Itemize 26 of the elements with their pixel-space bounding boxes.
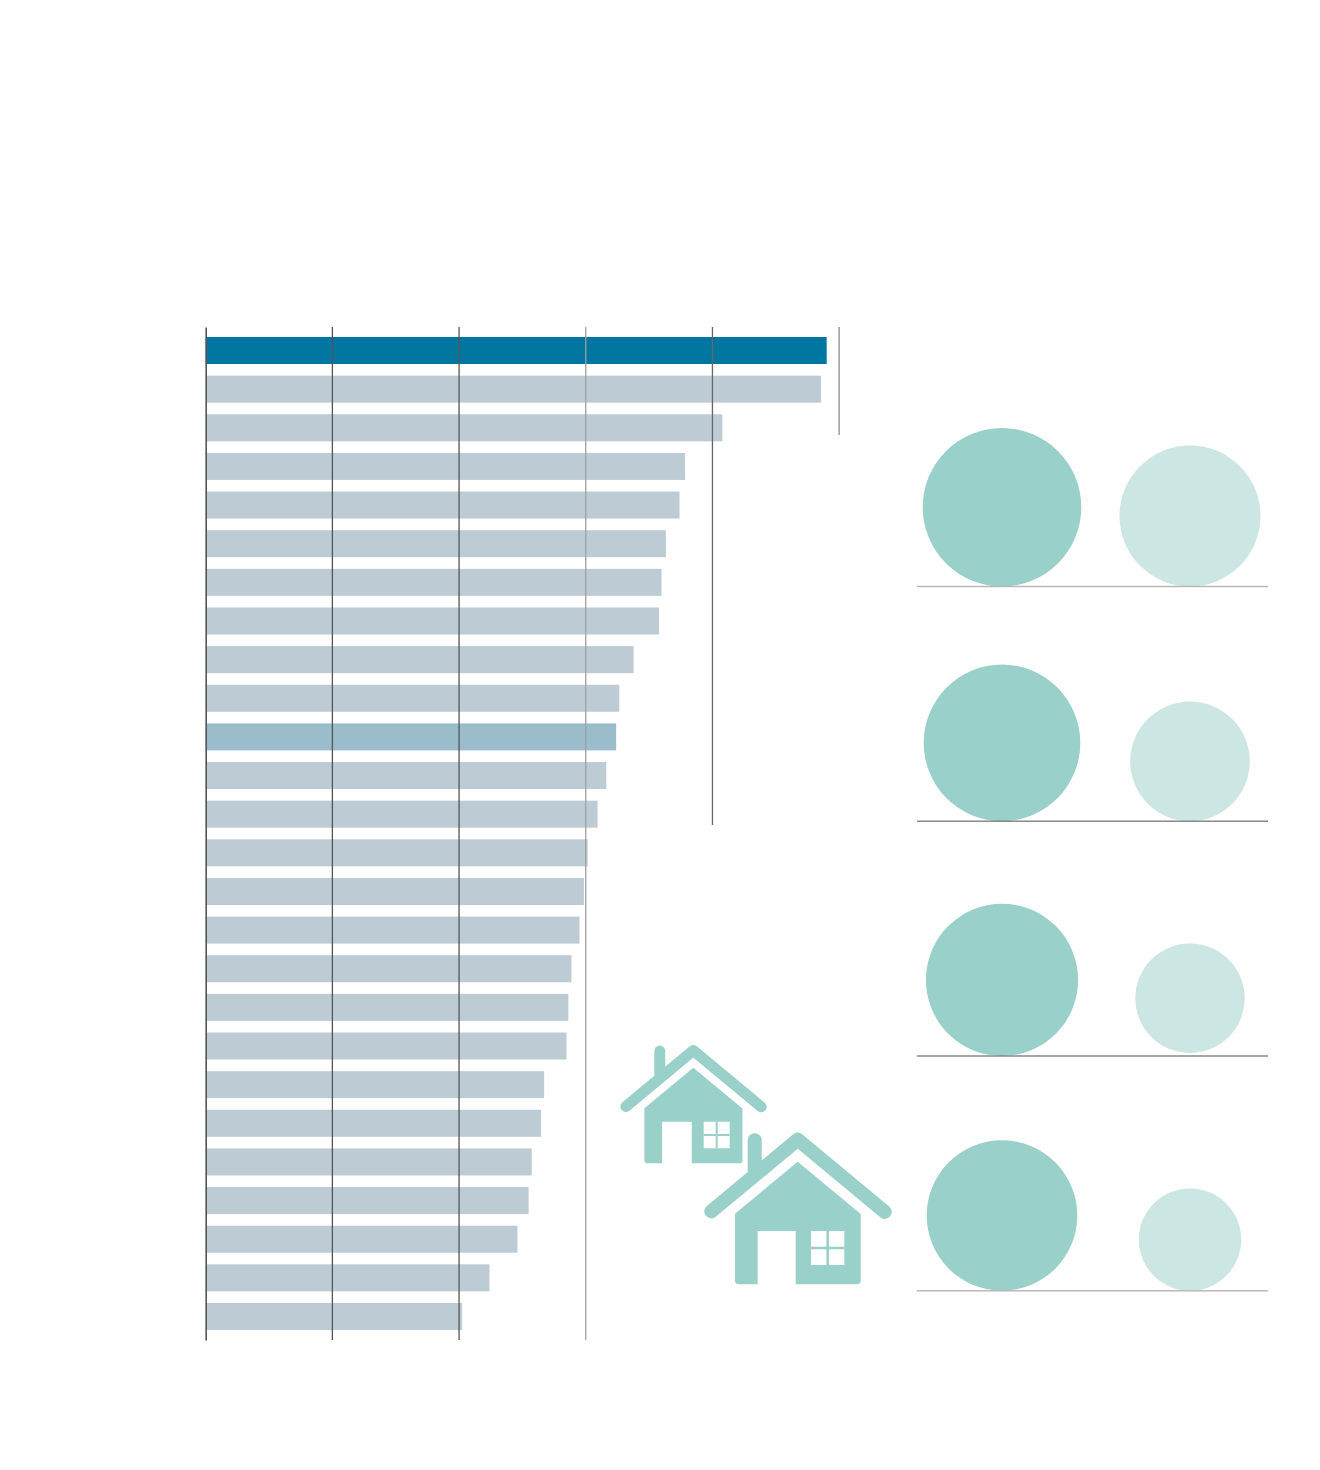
bar <box>205 1071 545 1099</box>
bar <box>205 800 598 828</box>
bar <box>205 491 680 519</box>
bar <box>205 839 588 867</box>
bar <box>205 414 723 442</box>
bar <box>205 993 569 1021</box>
bar <box>205 568 662 596</box>
bar <box>205 646 634 674</box>
bar <box>205 955 572 983</box>
bar <box>205 762 607 790</box>
bar <box>205 375 822 403</box>
bar <box>205 607 660 635</box>
bar <box>205 1148 532 1176</box>
bar <box>205 1225 518 1253</box>
bar <box>205 1264 490 1292</box>
bar <box>205 1187 529 1215</box>
bar <box>205 337 827 365</box>
bar <box>205 1032 567 1060</box>
bar <box>205 723 617 751</box>
bar <box>205 452 686 480</box>
bar <box>205 877 584 905</box>
bar <box>205 1302 463 1330</box>
bar <box>205 684 620 712</box>
bar <box>205 1109 542 1137</box>
bar <box>205 530 666 558</box>
bar <box>205 916 580 944</box>
